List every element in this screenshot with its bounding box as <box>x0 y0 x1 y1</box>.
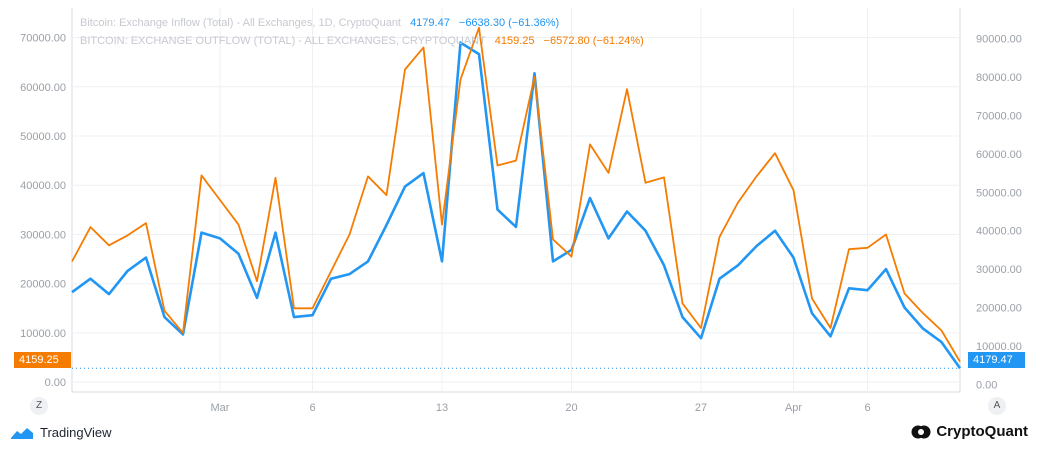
right-tick-label: 20000.00 <box>976 303 1022 315</box>
tradingview-brand[interactable]: TradingView <box>10 425 112 440</box>
right-tick-label: 0.00 <box>976 379 997 391</box>
left-tick-label: 10000.00 <box>20 328 66 340</box>
x-tick-label: 13 <box>436 402 448 414</box>
legend-outflow-name: BITCOIN: EXCHANGE OUTFLOW (TOTAL) - ALL … <box>80 35 486 47</box>
tradingview-logo-icon <box>11 427 33 439</box>
legend-outflow-last: 4159.25 <box>494 35 535 47</box>
tradingview-label: TradingView <box>40 425 112 440</box>
x-tick-label: 6 <box>309 402 315 414</box>
legend-outflow[interactable]: BITCOIN: EXCHANGE OUTFLOW (TOTAL) - ALL … <box>80 35 644 47</box>
cryptoquant-label: CryptoQuant <box>936 423 1028 440</box>
right-tick-label: 50000.00 <box>976 187 1022 199</box>
legend-inflow-name: Bitcoin: Exchange Inflow (Total) - All E… <box>80 17 401 29</box>
x-axis: Mar 6 13 20 27 Apr 6 <box>211 402 871 414</box>
left-tick-label: 60000.00 <box>20 82 66 94</box>
right-axis: 0.00 10000.00 20000.00 30000.00 40000.00 5000… <box>976 34 1022 392</box>
x-tick-label: Apr <box>785 402 802 414</box>
right-tick-label: 70000.00 <box>976 111 1022 123</box>
cryptoquant-logo-icon <box>911 425 931 438</box>
left-tick-label: 50000.00 <box>20 131 66 143</box>
right-tick-label: 80000.00 <box>976 72 1022 84</box>
cryptoquant-brand: CryptoQuant <box>911 423 1028 440</box>
left-tick-label: 70000.00 <box>20 33 66 45</box>
series-layer <box>71 26 962 370</box>
left-tick-label: 20000.00 <box>20 279 66 291</box>
left-tick-label: 40000.00 <box>20 180 66 192</box>
right-tick-label: 30000.00 <box>976 264 1022 276</box>
left-price-tag: 4159.25 <box>14 352 71 368</box>
grid <box>71 8 961 393</box>
right-price-tag: 4179.47 <box>968 352 1025 368</box>
legend-inflow-last: 4179.47 <box>410 17 450 29</box>
right-tick-label: 60000.00 <box>976 149 1022 161</box>
x-tick-label: 20 <box>565 402 577 414</box>
right-tick-label: 40000.00 <box>976 226 1022 238</box>
left-axis: 0.00 10000.00 20000.00 30000.00 40000.00 5000… <box>20 33 66 390</box>
legend-inflow-change: −6638.30 (−61.36%) <box>458 17 560 29</box>
right-tick-label: 90000.00 <box>976 34 1022 46</box>
outflow-series-line <box>71 26 961 363</box>
right-scale-button[interactable]: A <box>988 397 1006 415</box>
x-tick-label: 27 <box>695 402 707 414</box>
left-tick-label: 30000.00 <box>20 229 66 241</box>
legend-inflow[interactable]: Bitcoin: Exchange Inflow (Total) - All E… <box>80 17 559 29</box>
x-tick-label: Mar <box>211 402 230 414</box>
inflow-series-line <box>71 41 962 370</box>
right-tick-label: 10000.00 <box>976 341 1022 353</box>
legend-outflow-change: −6572.80 (−61.24%) <box>543 35 644 47</box>
left-tick-label: 0.00 <box>45 377 66 389</box>
x-tick-label: 6 <box>864 402 870 414</box>
left-scale-button[interactable]: Z <box>30 397 48 415</box>
